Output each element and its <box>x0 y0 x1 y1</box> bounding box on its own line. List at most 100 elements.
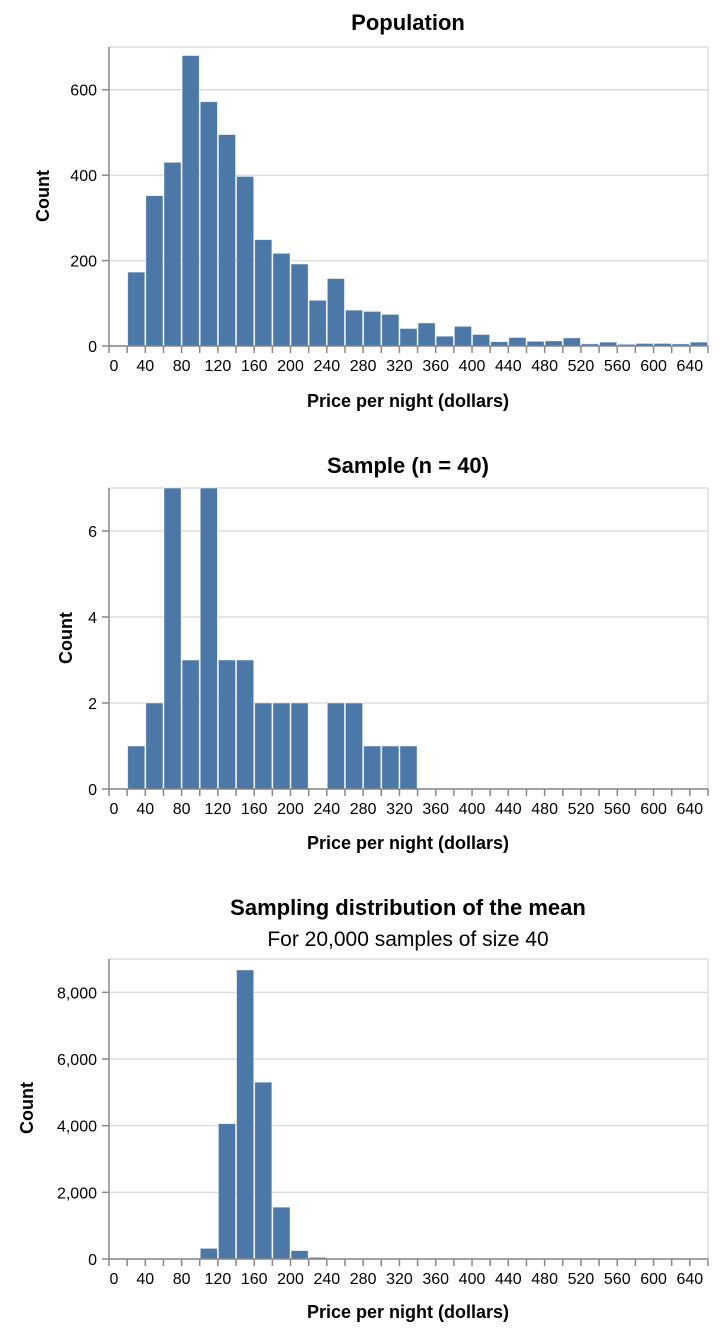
x-tick-label: 320 <box>386 801 413 818</box>
x-tick-label: 280 <box>350 1271 377 1288</box>
histogram-bar <box>236 176 255 347</box>
x-tick-label: 120 <box>205 1271 232 1288</box>
histogram-bar <box>254 702 273 790</box>
x-tick-label: 240 <box>313 1271 340 1288</box>
y-tick-label: 2,000 <box>57 1185 97 1202</box>
x-tick-label: 280 <box>350 801 377 818</box>
x-tick-label: 640 <box>676 358 703 375</box>
sample-chart: Sample (n = 40) 0 2 4 6 0 40 80 120 160 200 240 280… <box>56 453 709 853</box>
x-tick-label: 120 <box>205 358 232 375</box>
x-tick-label: 400 <box>459 358 486 375</box>
histogram-bar <box>272 1206 291 1260</box>
y-tick-label: 8,000 <box>57 985 97 1002</box>
y-tick-label: 200 <box>70 254 97 271</box>
x-axis-title: Price per night (dollars) <box>307 833 509 853</box>
x-tick-label: 480 <box>531 801 558 818</box>
y-axis-title: Count <box>17 1082 37 1134</box>
histogram-bar <box>326 702 345 790</box>
y-tick-label: 4 <box>88 610 97 627</box>
histogram-bar <box>399 745 418 790</box>
x-tick-label: 360 <box>422 801 449 818</box>
x-tick-label: 360 <box>422 358 449 375</box>
histogram-bar <box>417 322 436 347</box>
histogram-bar <box>218 134 236 347</box>
histogram-bar <box>127 271 146 347</box>
histogram-bar <box>544 340 563 347</box>
x-tick-label: 600 <box>640 358 667 375</box>
x-tick-label: 40 <box>136 358 154 375</box>
x-tick-label: 160 <box>241 358 268 375</box>
x-tick-label: 40 <box>136 1271 154 1288</box>
histogram-bar <box>326 278 345 347</box>
y-axis-title: Count <box>33 170 53 222</box>
histogram-bar <box>399 328 418 347</box>
x-tick-label: 40 <box>136 801 154 818</box>
histogram-bar <box>181 55 200 347</box>
population-chart: Population 0 200 400 600 0 40 80 120 160 200 240 28… <box>33 10 709 411</box>
histogram-bar <box>381 313 400 347</box>
histogram-bar <box>290 263 309 347</box>
x-tick-label: 560 <box>604 358 631 375</box>
x-tick-label: 240 <box>313 801 340 818</box>
histogram-bar <box>145 702 164 790</box>
histogram-bar <box>181 659 200 790</box>
x-tick-label: 280 <box>350 358 377 375</box>
histogram-bar <box>453 325 472 347</box>
histogram-bar <box>508 337 527 347</box>
x-axis-title: Price per night (dollars) <box>307 391 509 411</box>
histogram-bar <box>363 745 382 790</box>
x-tick-label: 560 <box>604 801 631 818</box>
histogram-bar <box>236 659 255 790</box>
x-axis-title: Price per night (dollars) <box>307 1302 509 1322</box>
histogram-bar <box>472 334 491 347</box>
histogram-bar <box>290 1250 309 1260</box>
histogram-bar <box>363 311 382 347</box>
histogram-bar <box>272 702 291 790</box>
histogram-bar <box>218 1123 236 1260</box>
x-tick-label: 360 <box>422 1271 449 1288</box>
y-axis-title: Count <box>56 612 76 664</box>
y-tick-label: 4,000 <box>57 1119 97 1136</box>
histogram-bar <box>272 252 291 347</box>
chart-title: Sample (n = 40) <box>327 453 489 478</box>
chart-subtitle: For 20,000 samples of size 40 <box>267 928 548 951</box>
x-tick-label: 120 <box>205 801 232 818</box>
histogram-bar <box>345 702 364 790</box>
x-tick-label: 0 <box>110 801 119 818</box>
y-tick-label: 6,000 <box>57 1052 97 1069</box>
x-tick-label: 80 <box>173 801 191 818</box>
x-tick-label: 400 <box>459 1271 486 1288</box>
x-tick-label: 320 <box>386 1271 413 1288</box>
x-tick-label: 0 <box>110 358 119 375</box>
x-tick-label: 520 <box>568 1271 595 1288</box>
x-tick-label: 640 <box>676 1271 703 1288</box>
histogram-bar <box>218 659 236 790</box>
y-tick-label: 0 <box>88 782 97 799</box>
y-tick-label: 400 <box>70 168 97 185</box>
x-tick-label: 200 <box>277 1271 304 1288</box>
x-tick-label: 200 <box>277 358 304 375</box>
x-tick-label: 440 <box>495 801 522 818</box>
x-tick-label: 400 <box>459 801 486 818</box>
histogram-bar <box>236 969 255 1260</box>
x-tick-label: 480 <box>531 1271 558 1288</box>
x-tick-label: 160 <box>241 1271 268 1288</box>
histogram-bar <box>127 745 146 790</box>
histogram-bar <box>290 702 309 790</box>
histogram-bar <box>254 1081 273 1260</box>
histogram-bar <box>199 1247 218 1260</box>
histogram-bar <box>199 487 218 790</box>
x-tick-label: 440 <box>495 1271 522 1288</box>
y-tick-label: 0 <box>88 1252 97 1269</box>
y-tick-label: 2 <box>88 696 97 713</box>
chart-title: Population <box>351 10 465 35</box>
sampling-distribution-chart: Sampling distribution of the mean For 20… <box>17 895 709 1322</box>
histogram-bar <box>163 487 182 790</box>
histogram-bar <box>163 161 182 347</box>
histogram-bar <box>562 337 581 347</box>
x-tick-label: 320 <box>386 358 413 375</box>
y-tick-label: 6 <box>88 524 97 541</box>
x-tick-label: 440 <box>495 358 522 375</box>
histogram-bar <box>381 745 400 790</box>
